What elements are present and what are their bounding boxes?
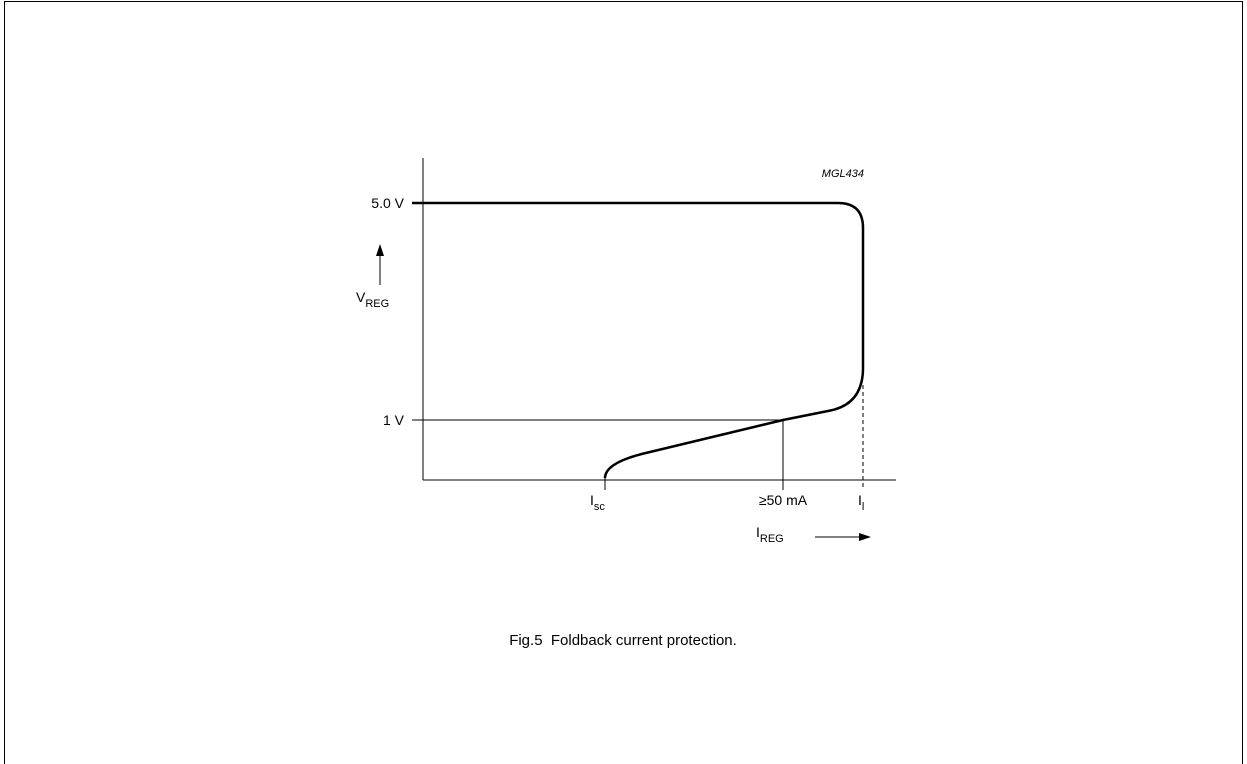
y-axis-label: VREG (356, 289, 389, 310)
caption: Fig.5 Foldback current protection. (509, 632, 737, 649)
y-label-low: 1 V (383, 412, 405, 428)
frame (4, 1, 1243, 764)
arrow-head (376, 244, 384, 256)
label-sub: REG (760, 533, 784, 545)
figure-id: MGL434 (822, 168, 864, 180)
x-label-isc: Isc (590, 492, 605, 513)
label-sub: l (862, 501, 864, 513)
x-label-limit: ≥50 mA (759, 492, 808, 508)
foldback-curve (412, 201, 865, 479)
axes (379, 158, 896, 538)
label-main: I (590, 492, 594, 508)
label-main: I (756, 524, 760, 540)
label-main: I (858, 492, 862, 508)
y-label-high: 5.0 V (371, 195, 404, 211)
x-axis-label: IREG (756, 524, 784, 545)
label-sub: sc (594, 501, 606, 513)
label-main: V (356, 289, 366, 305)
label-sub: REG (365, 298, 389, 310)
arrow-head (859, 533, 871, 541)
x-label-il: Il (858, 492, 864, 513)
